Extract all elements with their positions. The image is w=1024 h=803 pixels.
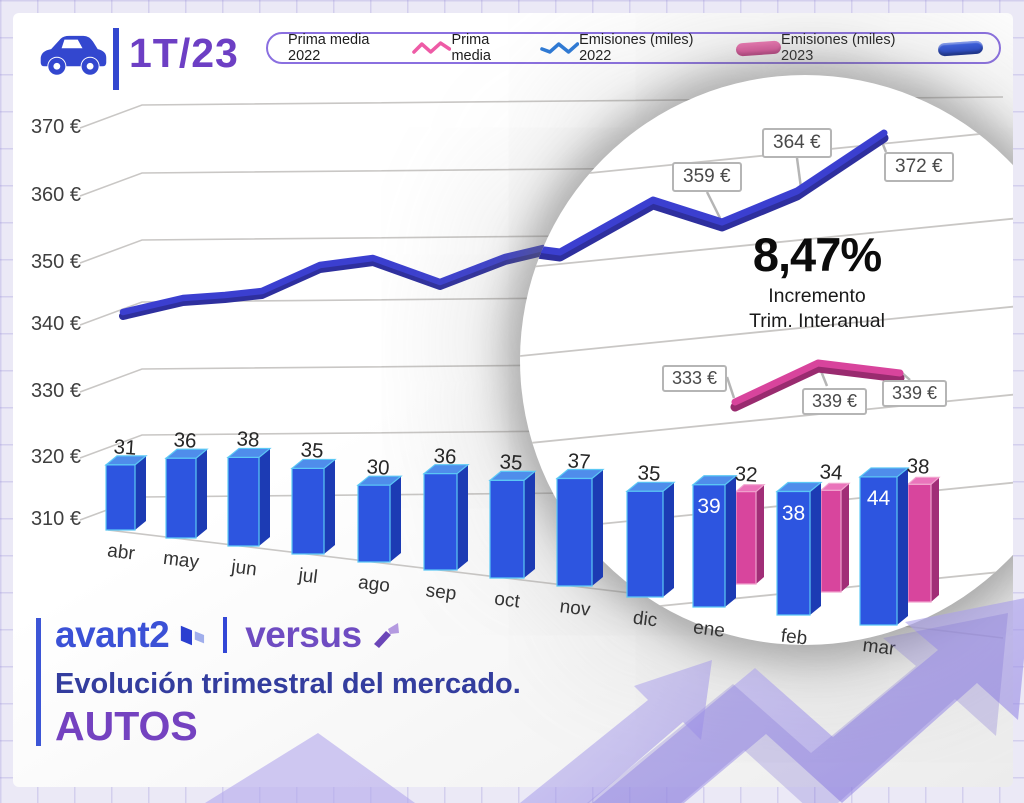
infographic-category: AUTOS (55, 703, 198, 749)
car-icon (40, 35, 107, 75)
blue-zigzag-line-icon (539, 41, 579, 54)
infographic-card: 1T/23 Prima media 2022 Prima media Emisi… (13, 13, 1013, 787)
y-tick-310: 310 € (30, 508, 81, 530)
chart-legend: Prima media 2022 Prima media Emisiones (… (266, 32, 1001, 64)
callout-372: 372 € (884, 152, 954, 182)
versus-logo-icon (373, 623, 399, 648)
kpi-highlight: 8,47% Incremento Trim. Interanual (677, 227, 957, 333)
brand-avant2: avant2 (55, 614, 170, 655)
avant2-logo-icon (181, 625, 205, 646)
kpi-value: 8,47% (752, 228, 882, 281)
y-tick-350: 350 € (30, 251, 81, 273)
callout-333: 333 € (662, 365, 728, 392)
y-tick-320: 320 € (30, 446, 81, 468)
emissions-bars (104, 447, 941, 626)
brand-versus: versus (245, 614, 362, 655)
period-label: 1T/23 (129, 30, 239, 76)
kpi-caption-line2: Trim. Interanual (749, 310, 885, 333)
infographic-title: Evolución trimestral del mercado. (55, 668, 521, 700)
legend-item-emisiones-2023: Emisiones (miles) 2023 (781, 32, 984, 64)
callout-339-feb: 339 € (802, 388, 868, 415)
legend-item-prima-media: Prima media (451, 32, 579, 64)
legend-label: Emisiones (miles) 2022 (579, 32, 694, 64)
brand-separator (223, 617, 228, 653)
kpi-caption-line1: Incremento (768, 285, 866, 307)
y-tick-330: 330 € (30, 380, 81, 402)
brand-row: avant2 versus (55, 614, 400, 656)
header-divider (113, 28, 119, 90)
magnifier-plot (520, 129, 1013, 621)
legend-label: Prima media 2022 (288, 32, 370, 64)
y-tick-360: 360 € (30, 184, 81, 206)
legend-label: Prima media (451, 32, 491, 64)
footer-accent-bar (36, 618, 41, 746)
pink-zigzag-line-icon (412, 40, 452, 54)
callout-339-mar: 339 € (882, 380, 948, 407)
callout-359: 359 € (672, 162, 742, 192)
legend-label: Emisiones (miles) 2023 (781, 32, 896, 64)
legend-item-emisiones-2022: Emisiones (miles) 2022 (579, 32, 782, 64)
legend-item-prima-2022: Prima media 2022 (288, 32, 452, 64)
callout-364: 364 € (762, 128, 832, 158)
y-tick-340: 340 € (30, 313, 81, 335)
y-tick-370: 370 € (30, 116, 81, 138)
